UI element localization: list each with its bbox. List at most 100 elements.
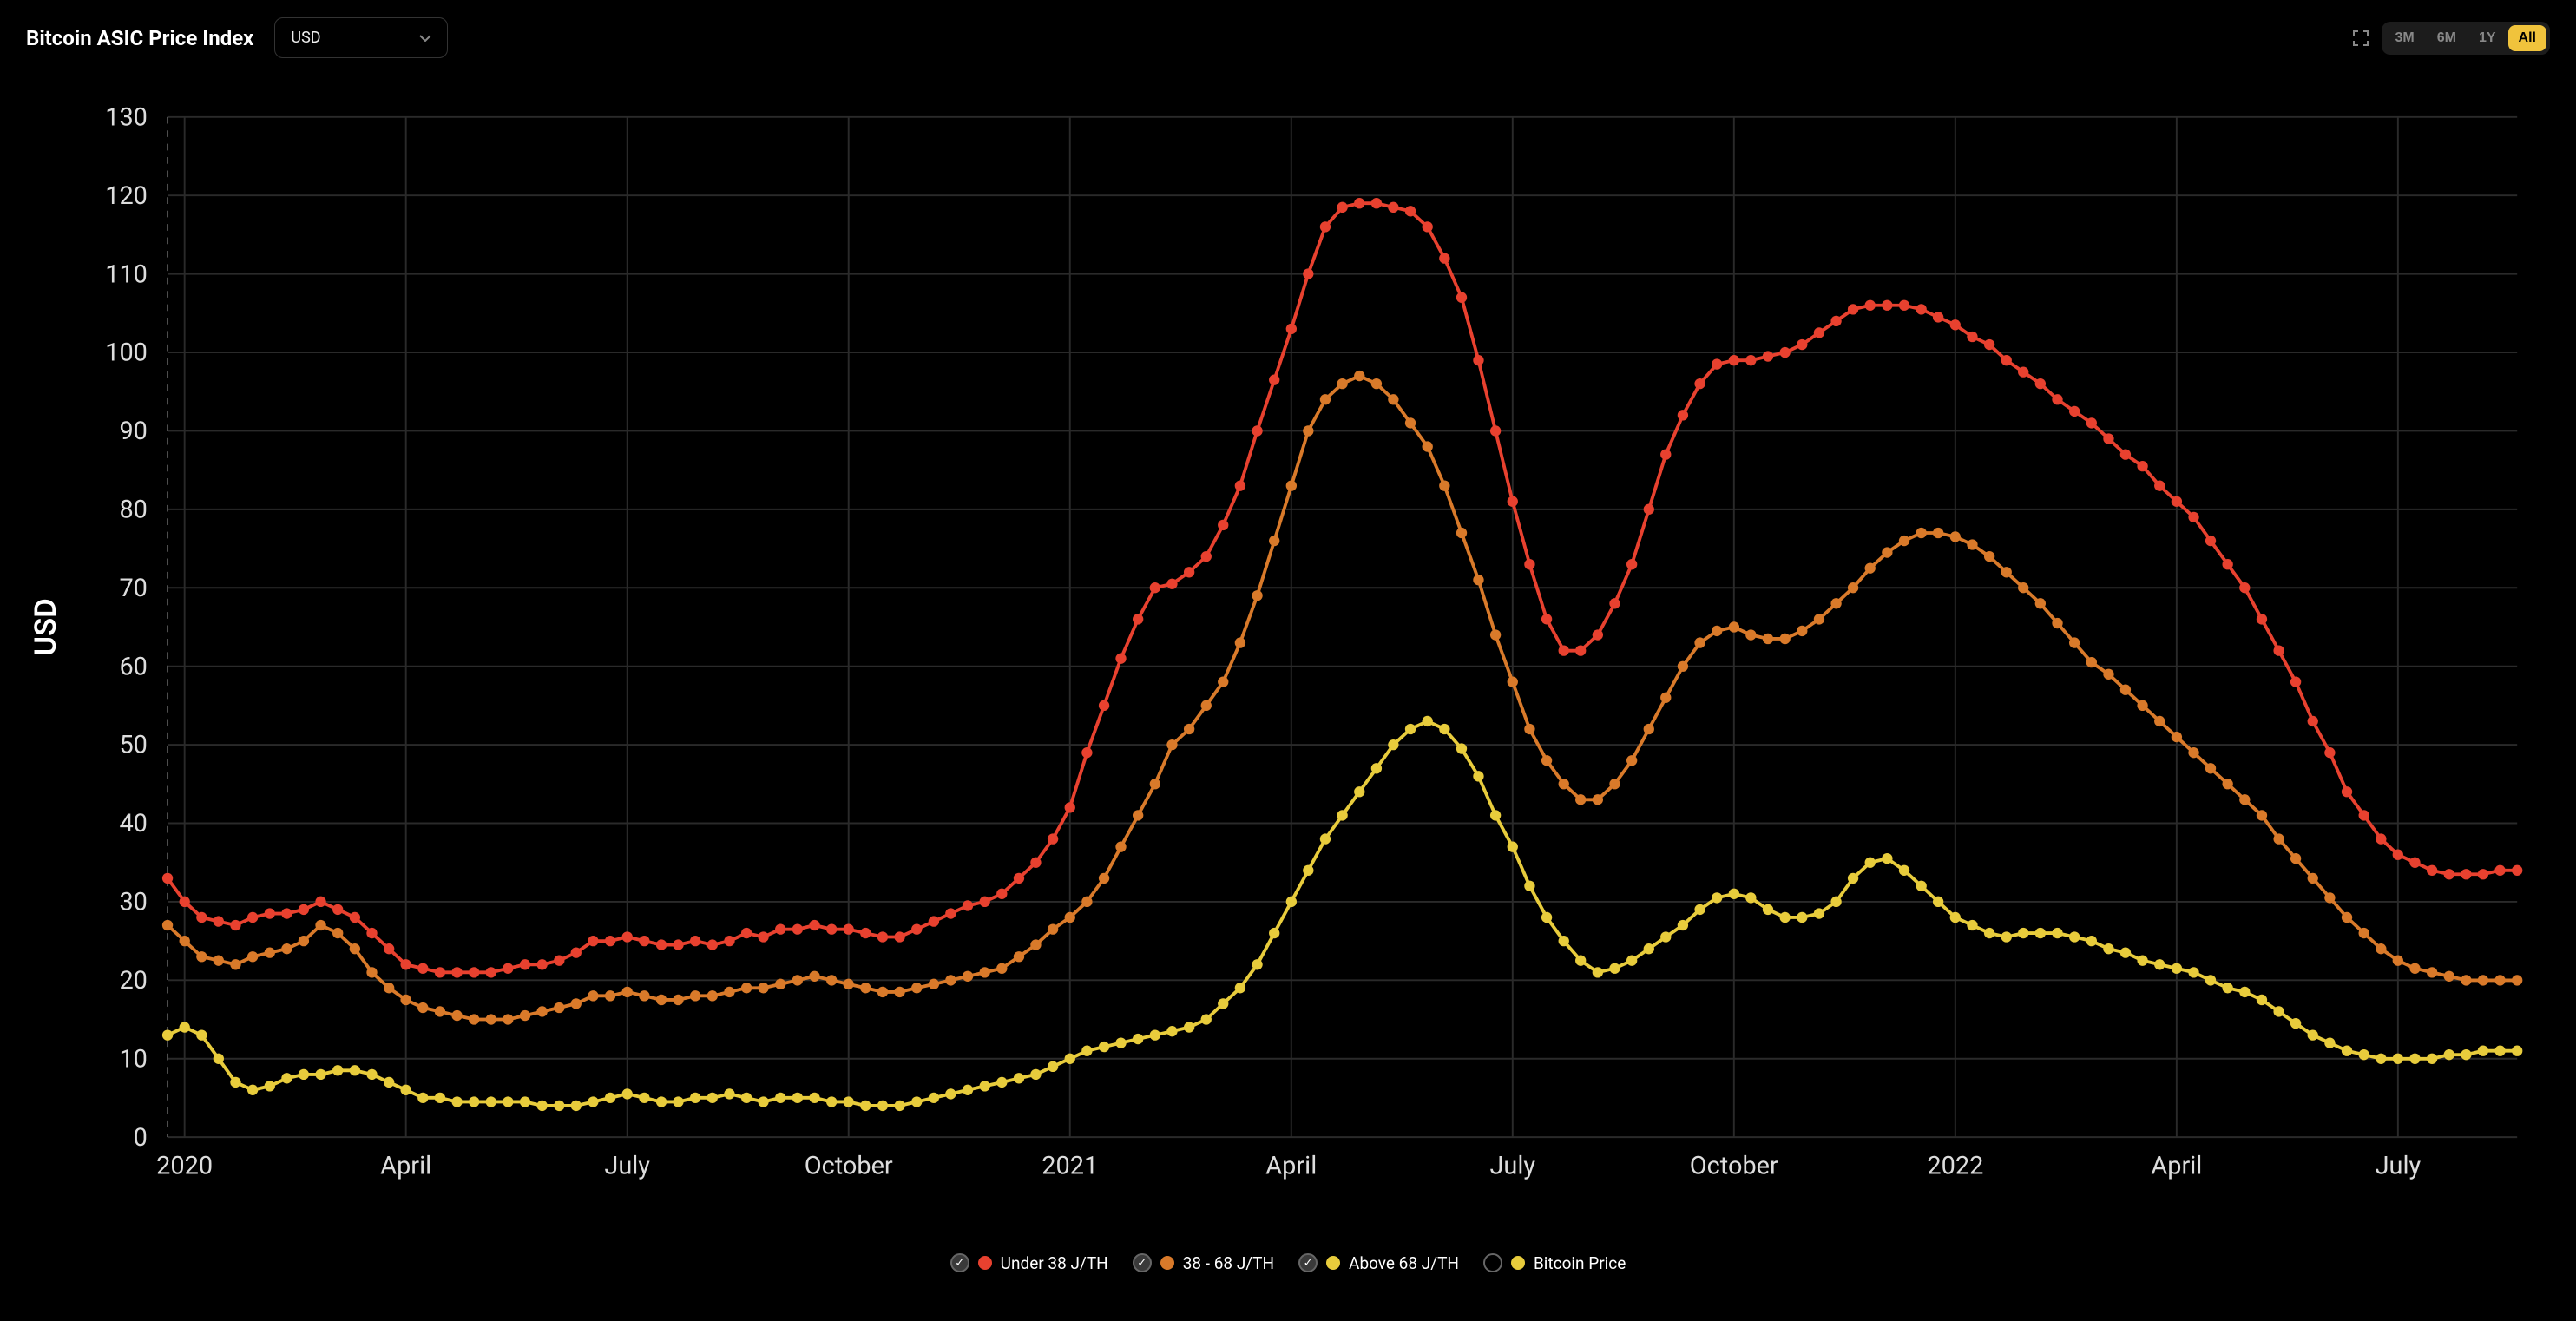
series-point-above68 — [639, 1093, 649, 1103]
legend-checkbox-38to68[interactable]: ✓ — [1133, 1253, 1152, 1272]
series-point-above68 — [2427, 1054, 2437, 1064]
legend-checkbox-btcprice[interactable] — [1483, 1253, 1502, 1272]
series-point-under38 — [1660, 449, 1671, 459]
series-point-under38 — [162, 873, 173, 884]
series-point-above68 — [2001, 931, 2012, 942]
range-button-1y[interactable]: 1Y — [2468, 25, 2507, 51]
series-point-under38 — [384, 943, 394, 954]
series-point-38to68 — [843, 979, 853, 989]
series-point-under38 — [945, 908, 956, 918]
series-point-38to68 — [1593, 794, 1603, 805]
series-point-above68 — [1354, 786, 1364, 797]
series-point-under38 — [2324, 747, 2335, 758]
series-point-under38 — [1865, 300, 1876, 311]
series-point-above68 — [877, 1101, 888, 1111]
currency-select[interactable]: USD — [274, 17, 448, 58]
series-point-above68 — [2188, 967, 2198, 977]
series-point-above68 — [1133, 1034, 1143, 1044]
x-tick-label: 2021 — [1042, 1152, 1098, 1181]
series-point-above68 — [281, 1073, 292, 1083]
series-point-above68 — [980, 1081, 990, 1091]
series-point-above68 — [1337, 810, 1347, 820]
series-point-38to68 — [622, 987, 633, 997]
series-point-above68 — [554, 1101, 564, 1111]
series-point-above68 — [690, 1093, 700, 1103]
series-point-above68 — [963, 1085, 973, 1095]
series-point-38to68 — [894, 987, 904, 997]
series-point-under38 — [1609, 598, 1620, 608]
series-point-38to68 — [2359, 928, 2369, 938]
series-point-above68 — [1984, 928, 1994, 938]
y-tick-label: 60 — [119, 652, 147, 681]
series-point-38to68 — [911, 983, 922, 993]
series-point-38to68 — [281, 943, 292, 954]
series-point-under38 — [503, 963, 513, 974]
series-point-under38 — [400, 959, 411, 969]
series-point-above68 — [1763, 904, 1773, 915]
series-point-under38 — [758, 931, 768, 942]
series-point-38to68 — [1048, 923, 1058, 934]
range-button-6m[interactable]: 6M — [2427, 25, 2467, 51]
series-point-above68 — [741, 1093, 752, 1103]
series-point-38to68 — [1423, 441, 1433, 451]
series-point-under38 — [2273, 645, 2284, 655]
series-point-38to68 — [707, 990, 718, 1001]
series-point-under38 — [1303, 268, 1313, 279]
series-point-above68 — [2512, 1046, 2522, 1056]
range-button-3m[interactable]: 3M — [2385, 25, 2425, 51]
series-point-under38 — [2154, 480, 2165, 490]
series-point-above68 — [1303, 865, 1313, 876]
series-point-under38 — [1712, 358, 1722, 369]
series-point-above68 — [1150, 1029, 1160, 1040]
series-point-38to68 — [2154, 716, 2165, 726]
series-point-38to68 — [1609, 779, 1620, 789]
series-point-above68 — [366, 1069, 377, 1080]
series-point-38to68 — [2308, 873, 2318, 884]
series-point-under38 — [1201, 551, 1212, 562]
series-point-38to68 — [2018, 582, 2028, 593]
range-button-all[interactable]: All — [2508, 25, 2546, 51]
series-point-38to68 — [792, 975, 803, 985]
series-point-under38 — [417, 963, 428, 974]
series-point-above68 — [996, 1077, 1007, 1088]
series-point-above68 — [1473, 771, 1483, 781]
series-point-under38 — [2444, 869, 2454, 879]
series-point-38to68 — [196, 951, 207, 962]
series-point-38to68 — [1065, 912, 1075, 923]
legend-checkbox-above68[interactable]: ✓ — [1298, 1253, 1318, 1272]
series-point-above68 — [2324, 1037, 2335, 1048]
series-line-38to68 — [168, 376, 2517, 1019]
y-axis-title: USD — [29, 598, 63, 656]
series-point-38to68 — [1014, 951, 1024, 962]
series-point-38to68 — [2376, 943, 2386, 954]
series-point-above68 — [1626, 956, 1637, 966]
series-point-38to68 — [2086, 657, 2097, 667]
series-point-above68 — [503, 1096, 513, 1107]
legend-swatch-btcprice — [1511, 1256, 1525, 1270]
series-point-under38 — [1830, 316, 1841, 326]
series-point-above68 — [809, 1093, 819, 1103]
series-point-under38 — [656, 939, 667, 950]
series-point-under38 — [2376, 833, 2386, 844]
x-tick-label: July — [2376, 1152, 2422, 1181]
series-point-above68 — [588, 1096, 598, 1107]
legend-item-under38: ✓Under 38 J/TH — [950, 1253, 1108, 1273]
series-point-above68 — [1269, 928, 1279, 938]
series-point-38to68 — [1814, 614, 1824, 624]
series-point-38to68 — [366, 967, 377, 977]
series-point-above68 — [2205, 975, 2216, 985]
series-point-above68 — [315, 1069, 325, 1080]
series-point-38to68 — [639, 990, 649, 1001]
legend-label-38to68: 38 - 68 J/TH — [1183, 1253, 1274, 1273]
series-point-38to68 — [1030, 939, 1041, 950]
series-point-above68 — [1030, 1069, 1041, 1080]
y-tick-label: 20 — [119, 966, 147, 996]
legend-row: ✓Under 38 J/TH✓38 - 68 J/TH✓Above 68 J/T… — [9, 1238, 2567, 1280]
fullscreen-icon[interactable] — [2352, 30, 2369, 47]
series-point-38to68 — [384, 983, 394, 993]
legend-checkbox-under38[interactable]: ✓ — [950, 1253, 969, 1272]
series-point-38to68 — [605, 990, 615, 1001]
series-point-above68 — [1797, 912, 1807, 923]
series-point-38to68 — [656, 995, 667, 1005]
series-point-under38 — [2205, 536, 2216, 546]
